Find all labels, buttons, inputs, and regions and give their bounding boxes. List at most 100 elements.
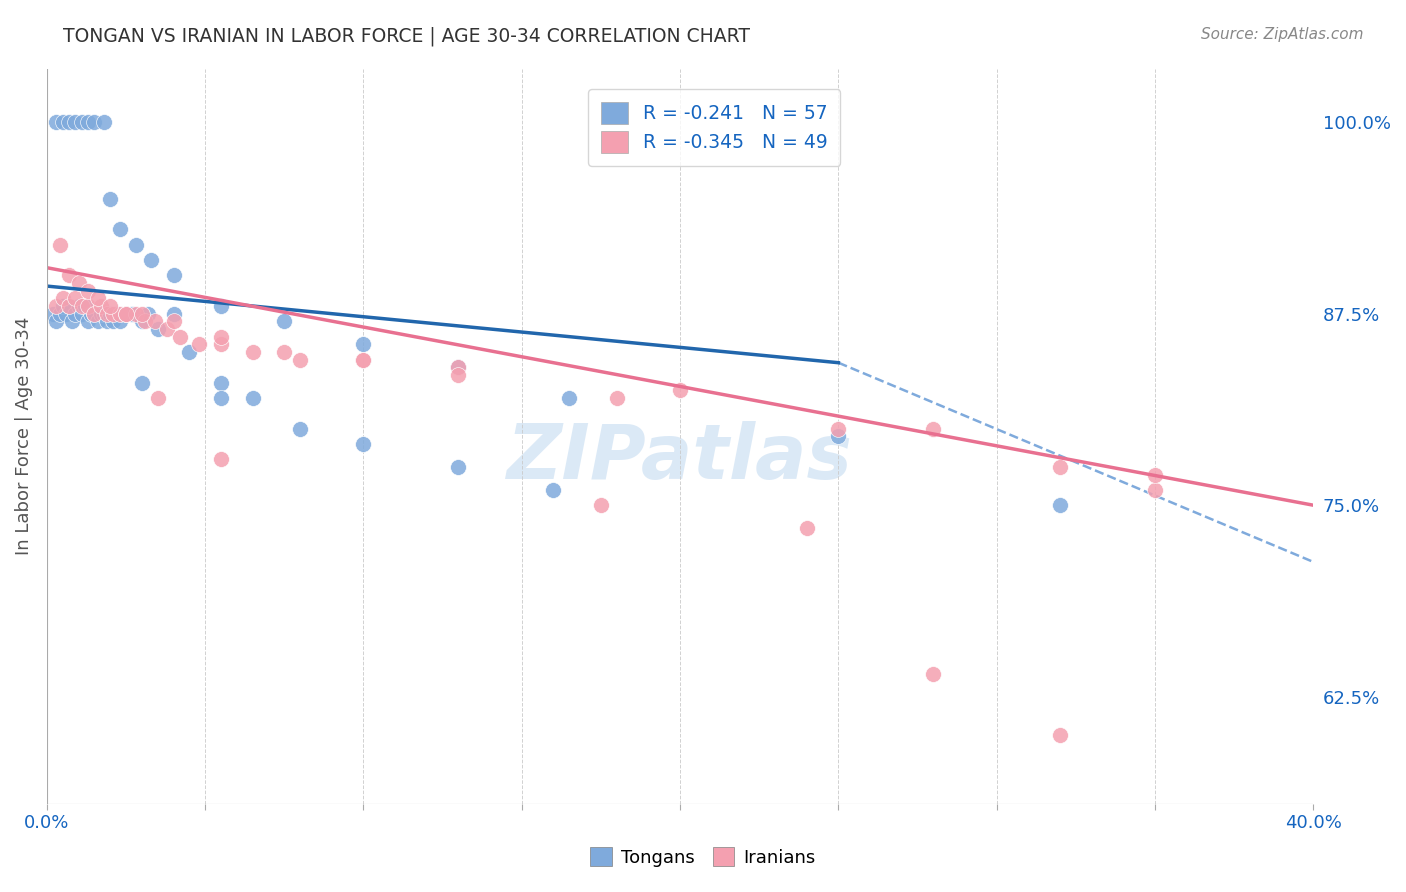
Point	[86, 314, 108, 328]
Point	[669, 384, 692, 398]
Point	[209, 299, 232, 313]
Point	[45, 314, 67, 328]
Point	[447, 360, 470, 375]
Point	[65, 307, 87, 321]
Point	[45, 115, 67, 129]
Point	[543, 483, 565, 497]
Point	[98, 307, 121, 321]
Point	[141, 253, 163, 268]
Point	[77, 299, 100, 313]
Point	[93, 115, 115, 129]
Point	[209, 337, 232, 351]
Point	[209, 329, 232, 343]
Point	[353, 337, 375, 351]
Point	[1143, 483, 1166, 497]
Point	[558, 391, 581, 405]
Point	[108, 314, 131, 328]
Point	[115, 307, 138, 321]
Point	[67, 276, 90, 290]
Point	[77, 115, 100, 129]
Point	[103, 314, 125, 328]
Point	[98, 299, 121, 313]
Point	[209, 376, 232, 390]
Point	[827, 429, 849, 443]
Point	[146, 322, 169, 336]
Point	[179, 345, 201, 359]
Point	[273, 345, 295, 359]
Text: ZIPatlas: ZIPatlas	[508, 421, 853, 495]
Point	[108, 307, 131, 321]
Point	[45, 299, 67, 313]
Point	[108, 222, 131, 236]
Point	[353, 352, 375, 367]
Point	[136, 307, 159, 321]
Point	[77, 284, 100, 298]
Point	[288, 421, 311, 435]
Text: TONGAN VS IRANIAN IN LABOR FORCE | AGE 30-34 CORRELATION CHART: TONGAN VS IRANIAN IN LABOR FORCE | AGE 3…	[63, 27, 751, 46]
Point	[65, 115, 87, 129]
Point	[288, 352, 311, 367]
Point	[52, 299, 75, 313]
Point	[96, 307, 118, 321]
Point	[242, 391, 264, 405]
Text: Source: ZipAtlas.com: Source: ZipAtlas.com	[1201, 27, 1364, 42]
Point	[115, 307, 138, 321]
Point	[131, 314, 153, 328]
Point	[209, 452, 232, 467]
Point	[93, 307, 115, 321]
Point	[55, 307, 77, 321]
Point	[86, 291, 108, 305]
Point	[121, 307, 143, 321]
Point	[162, 268, 184, 283]
Point	[42, 307, 65, 321]
Point	[58, 115, 80, 129]
Point	[70, 307, 93, 321]
Point	[67, 299, 90, 313]
Point	[90, 299, 112, 313]
Point	[1049, 498, 1071, 512]
Point	[134, 314, 156, 328]
Point	[73, 299, 96, 313]
Point	[58, 299, 80, 313]
Point	[83, 307, 105, 321]
Point	[922, 666, 945, 681]
Point	[922, 421, 945, 435]
Point	[273, 314, 295, 328]
Point	[1143, 467, 1166, 482]
Point	[447, 368, 470, 382]
Point	[83, 307, 105, 321]
Point	[48, 237, 70, 252]
Point	[65, 291, 87, 305]
Point	[96, 314, 118, 328]
Point	[60, 314, 83, 328]
Point	[589, 498, 612, 512]
Point	[124, 237, 146, 252]
Point	[98, 192, 121, 206]
Point	[1049, 728, 1071, 742]
Point	[156, 322, 179, 336]
Point	[52, 291, 75, 305]
Point	[131, 307, 153, 321]
Point	[48, 307, 70, 321]
Point	[827, 421, 849, 435]
Point	[796, 521, 818, 535]
Point	[124, 307, 146, 321]
Point	[353, 352, 375, 367]
Point	[353, 437, 375, 451]
Point	[447, 459, 470, 474]
Point	[1049, 459, 1071, 474]
Point	[80, 307, 103, 321]
Point	[90, 307, 112, 321]
Point	[103, 307, 125, 321]
Point	[162, 307, 184, 321]
Point	[606, 391, 628, 405]
Point	[105, 307, 128, 321]
Point	[52, 115, 75, 129]
Point	[146, 391, 169, 405]
Point	[115, 307, 138, 321]
Point	[83, 115, 105, 129]
Point	[162, 314, 184, 328]
Point	[58, 299, 80, 313]
Point	[70, 299, 93, 313]
Point	[447, 360, 470, 375]
